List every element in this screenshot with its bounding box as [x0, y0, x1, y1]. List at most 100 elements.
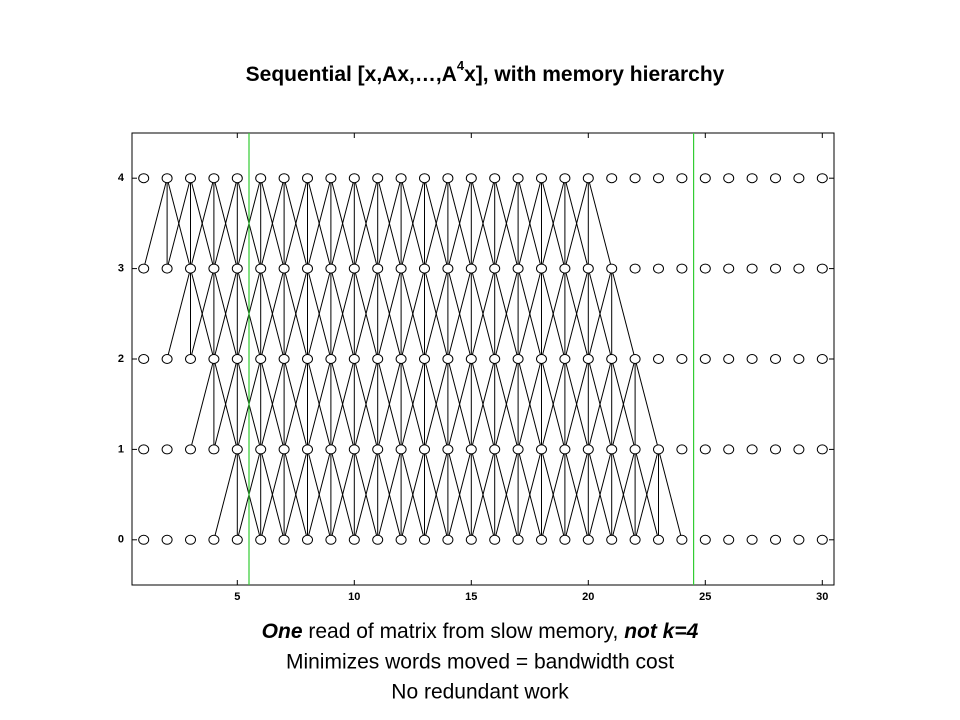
node	[676, 173, 688, 184]
dependency-edge	[166, 178, 191, 269]
dependency-edge	[658, 449, 683, 540]
dependency-edge	[213, 358, 238, 450]
node	[419, 354, 430, 364]
dependency-edge	[166, 268, 191, 360]
node	[559, 263, 571, 274]
dependency-edge	[260, 268, 285, 360]
node	[208, 534, 220, 545]
node	[676, 444, 688, 455]
node	[536, 534, 547, 545]
node	[770, 534, 781, 545]
node	[770, 173, 781, 184]
node	[653, 263, 664, 274]
dependency-edge	[260, 449, 285, 540]
node	[161, 534, 173, 545]
node	[231, 354, 243, 364]
node	[676, 263, 688, 274]
node	[372, 173, 384, 184]
node	[746, 354, 758, 364]
dependency-edge	[447, 268, 472, 360]
node	[465, 173, 477, 184]
node	[138, 173, 150, 184]
dependency-edge	[424, 449, 449, 540]
dependency-edge	[213, 178, 238, 269]
node	[138, 444, 150, 455]
x-tick-label: 15	[465, 591, 477, 603]
node	[793, 173, 805, 184]
node	[465, 444, 477, 455]
dependency-edge	[400, 268, 425, 360]
dependency-edge	[517, 268, 542, 360]
x-tick-label: 10	[348, 591, 360, 603]
node	[395, 534, 407, 545]
node	[723, 354, 735, 364]
dependency-edge	[307, 358, 332, 450]
node	[419, 173, 430, 184]
dependency-edge	[307, 268, 332, 360]
dependency-edge	[424, 358, 449, 450]
node	[442, 263, 454, 274]
node	[325, 534, 337, 545]
dependency-edge	[283, 268, 308, 360]
node	[770, 444, 781, 455]
node	[325, 173, 337, 184]
node	[723, 263, 735, 274]
node	[770, 263, 781, 274]
node	[325, 263, 337, 274]
title-end: x], with memory hierarchy	[464, 63, 725, 86]
y-tick-label: 3	[118, 263, 124, 275]
node	[676, 534, 688, 545]
dependency-edge	[377, 268, 402, 360]
node	[489, 444, 501, 455]
dependency-edge	[587, 268, 613, 360]
dependency-edge	[400, 178, 425, 269]
node	[582, 173, 594, 184]
node	[793, 354, 805, 364]
dependency-edge	[611, 358, 636, 450]
node	[255, 534, 267, 545]
node	[629, 444, 641, 455]
caption-line2: Minimizes words moved = bandwidth cost	[286, 651, 674, 674]
node	[559, 173, 571, 184]
node	[231, 444, 243, 455]
node	[302, 263, 313, 274]
dependency-edge	[377, 358, 402, 450]
dependency-edge	[424, 268, 449, 360]
dependency-edge	[541, 358, 566, 450]
dependency-edge	[564, 178, 589, 269]
node	[348, 444, 360, 455]
node	[816, 534, 828, 545]
node	[278, 173, 290, 184]
node	[208, 173, 220, 184]
node	[606, 444, 618, 455]
node	[559, 354, 571, 364]
node	[629, 354, 641, 364]
y-tick-label: 4	[118, 172, 125, 184]
caption-text: read of matrix from slow memory,	[303, 620, 625, 643]
node	[582, 354, 594, 364]
node	[419, 263, 430, 274]
dependency-edge	[283, 449, 308, 540]
node	[582, 263, 594, 274]
dependency-edge	[260, 358, 285, 450]
dependency-edge	[213, 268, 238, 360]
y-tick-label: 1	[118, 443, 124, 455]
node	[255, 263, 267, 274]
node	[348, 534, 360, 545]
x-tick-label: 25	[699, 591, 711, 603]
title: Sequential [x,Ax,…,A4x], with memory hie…	[246, 58, 725, 85]
node	[161, 444, 173, 455]
node	[746, 173, 758, 184]
node	[231, 173, 243, 184]
node	[582, 534, 594, 545]
node	[793, 444, 805, 455]
dependency-edge	[611, 449, 636, 540]
node	[770, 354, 781, 364]
node	[489, 173, 501, 184]
node	[208, 354, 220, 364]
node	[512, 534, 524, 545]
node	[816, 444, 828, 455]
dependency-edge	[213, 449, 238, 540]
dependency-edge	[143, 178, 168, 269]
dependency-edge	[470, 268, 496, 360]
